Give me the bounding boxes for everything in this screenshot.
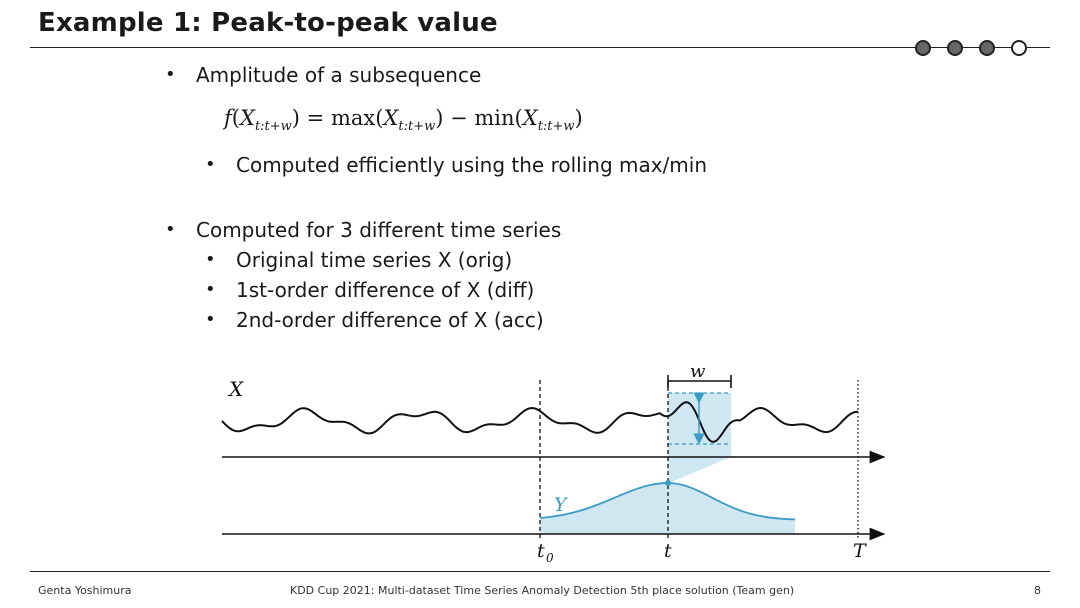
progress-dot-empty <box>1011 40 1027 56</box>
bullet-item-diff: 1st-order difference of X (diff) <box>205 278 534 302</box>
progress-dot-filled <box>979 40 995 56</box>
label-t: t <box>664 540 672 562</box>
bullet-computed-for: Computed for 3 different time series <box>165 218 561 242</box>
formula-f: f <box>224 106 232 130</box>
label-y: Y <box>554 494 569 516</box>
title-divider <box>30 47 1050 48</box>
bullet-rolling: Computed efficiently using the rolling m… <box>205 153 707 177</box>
peak-to-peak-formula: f(Xt:t+w) = max(Xt:t+w) − min(Xt:t+w) <box>224 106 583 134</box>
label-t0: t <box>537 540 545 562</box>
bullet-amplitude: Amplitude of a subsequence <box>165 63 481 87</box>
formula-sub: t:t+w <box>398 119 436 134</box>
label-T: T <box>853 540 867 562</box>
label-t0-sub: 0 <box>546 551 554 565</box>
formula-sub: t:t+w <box>254 119 292 134</box>
label-w: w <box>690 361 706 382</box>
formula-max: = max( <box>300 106 384 130</box>
page-number: 8 <box>1034 584 1041 597</box>
formula-x: X <box>383 106 399 130</box>
footer-title: KDD Cup 2021: Multi-dataset Time Series … <box>290 584 795 597</box>
formula-x: X <box>522 106 538 130</box>
projection-funnel <box>668 457 731 483</box>
footer-divider <box>30 571 1050 572</box>
bullet-item-acc: 2nd-order difference of X (acc) <box>205 308 544 332</box>
label-x: X <box>227 377 244 401</box>
progress-dot-filled <box>947 40 963 56</box>
formula-min: ) − min( <box>435 106 523 130</box>
formula-sub: t:t+w <box>537 119 575 134</box>
formula-close: ) <box>574 106 583 130</box>
footer-author: Genta Yoshimura <box>38 584 132 597</box>
bullet-item-orig: Original time series X (orig) <box>205 248 512 272</box>
progress-dot-filled <box>915 40 931 56</box>
formula-x: X <box>239 106 255 130</box>
y-peak-point <box>665 480 671 486</box>
slide-title: Example 1: Peak-to-peak value <box>38 8 498 38</box>
